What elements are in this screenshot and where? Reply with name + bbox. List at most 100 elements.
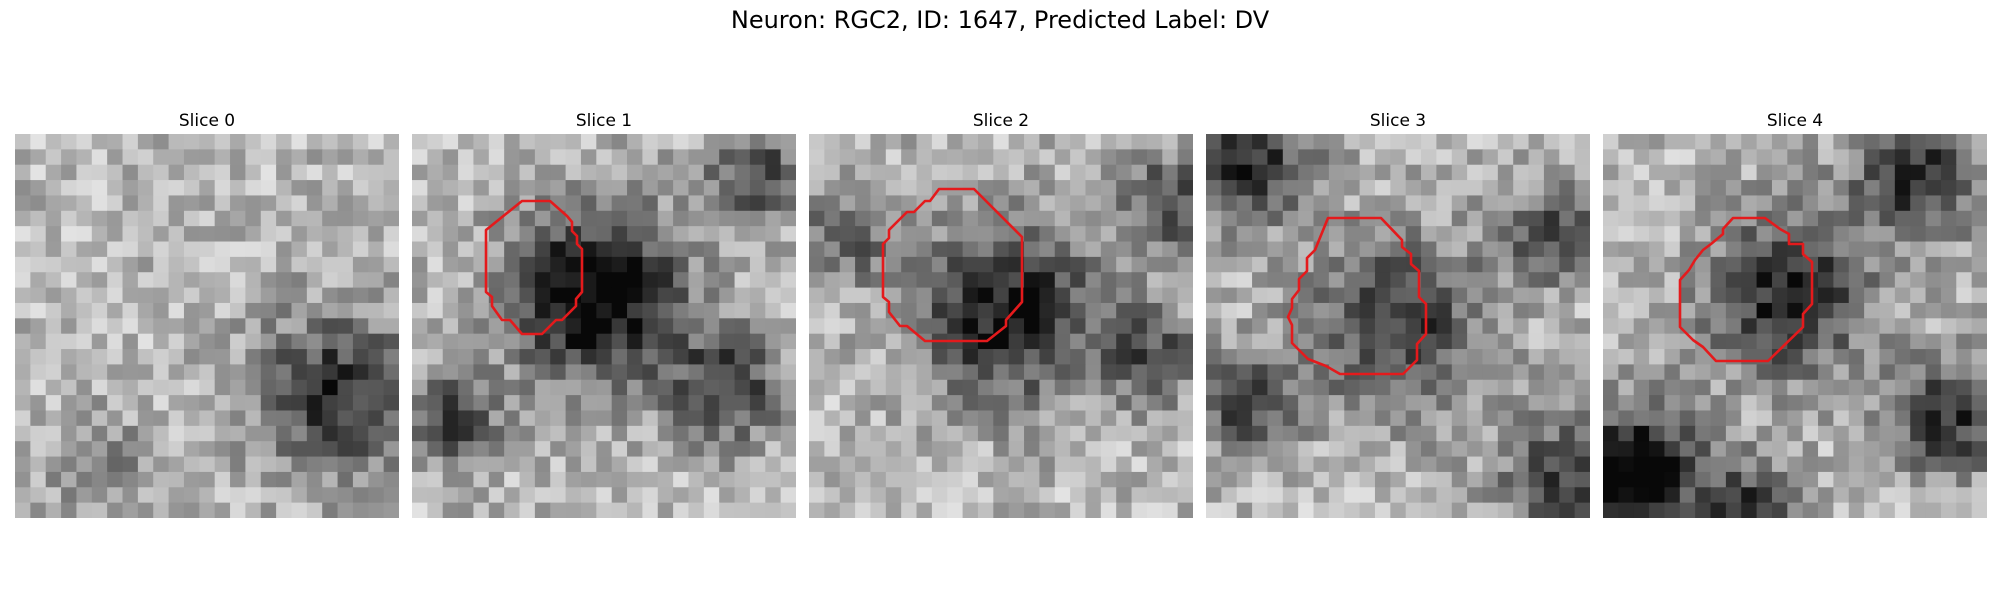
image-pixel bbox=[1298, 287, 1315, 304]
image-pixel bbox=[901, 180, 918, 197]
image-pixel bbox=[809, 164, 825, 181]
image-pixel bbox=[977, 410, 994, 427]
image-pixel bbox=[1679, 287, 1696, 304]
image-pixel bbox=[1603, 410, 1619, 427]
image-pixel bbox=[1833, 333, 1850, 350]
image-pixel bbox=[1298, 395, 1315, 412]
image-pixel bbox=[30, 149, 47, 166]
image-pixel bbox=[1664, 149, 1681, 166]
image-pixel bbox=[673, 333, 690, 350]
image-pixel bbox=[1374, 395, 1391, 412]
image-pixel bbox=[458, 471, 475, 488]
image-pixel bbox=[183, 318, 200, 335]
image-pixel bbox=[458, 134, 475, 150]
image-pixel bbox=[1603, 134, 1619, 150]
image-pixel bbox=[1451, 287, 1468, 304]
image-pixel bbox=[230, 349, 246, 365]
image-pixel bbox=[1695, 134, 1712, 150]
image-pixel bbox=[1162, 441, 1179, 458]
image-pixel bbox=[168, 364, 185, 381]
image-pixel bbox=[1603, 487, 1619, 504]
image-pixel bbox=[1236, 226, 1253, 243]
image-pixel bbox=[839, 149, 856, 166]
image-pixel bbox=[1267, 164, 1284, 181]
image-pixel bbox=[1818, 302, 1834, 319]
image-pixel bbox=[1405, 395, 1422, 412]
slice-title: Slice 3 bbox=[1369, 111, 1427, 131]
image-pixel bbox=[1603, 379, 1619, 396]
image-pixel bbox=[1436, 395, 1453, 412]
image-pixel bbox=[137, 349, 154, 365]
image-pixel bbox=[611, 149, 628, 166]
image-pixel bbox=[61, 195, 78, 212]
image-pixel bbox=[488, 425, 505, 442]
image-pixel bbox=[962, 164, 979, 181]
image-pixel bbox=[1925, 180, 1942, 197]
image-pixel bbox=[260, 333, 277, 350]
image-pixel bbox=[1436, 410, 1453, 427]
image-pixel bbox=[199, 256, 216, 273]
image-pixel bbox=[1633, 487, 1650, 504]
image-pixel bbox=[1894, 241, 1911, 258]
image-pixel bbox=[1405, 425, 1422, 442]
image-pixel bbox=[1771, 364, 1788, 381]
image-pixel bbox=[30, 395, 47, 412]
image-pixel bbox=[412, 410, 428, 427]
image-pixel bbox=[199, 333, 216, 350]
image-pixel bbox=[1833, 287, 1850, 304]
image-pixel bbox=[122, 379, 139, 396]
image-pixel bbox=[1374, 487, 1391, 504]
image-pixel bbox=[291, 395, 308, 412]
image-pixel bbox=[1313, 425, 1330, 442]
image-pixel bbox=[1956, 349, 1973, 365]
image-pixel bbox=[1267, 425, 1284, 442]
image-pixel bbox=[337, 195, 354, 212]
image-pixel bbox=[1236, 287, 1253, 304]
image-pixel bbox=[1710, 272, 1727, 289]
image-pixel bbox=[1054, 471, 1071, 488]
image-pixel bbox=[839, 134, 856, 150]
image-pixel bbox=[1940, 226, 1957, 243]
image-pixel bbox=[30, 210, 47, 227]
image-pixel bbox=[352, 471, 369, 488]
image-pixel bbox=[1633, 302, 1650, 319]
image-pixel bbox=[1710, 302, 1727, 319]
image-pixel bbox=[1618, 333, 1635, 350]
image-pixel bbox=[1390, 502, 1407, 518]
image-pixel bbox=[824, 272, 841, 289]
image-pixel bbox=[734, 441, 751, 458]
image-pixel bbox=[1818, 226, 1834, 243]
image-pixel bbox=[734, 364, 751, 381]
image-pixel bbox=[809, 149, 825, 166]
image-pixel bbox=[1848, 180, 1865, 197]
image-pixel bbox=[596, 256, 613, 273]
image-pixel bbox=[1344, 441, 1361, 458]
image-pixel bbox=[168, 456, 185, 473]
image-pixel bbox=[1359, 302, 1376, 319]
image-pixel bbox=[703, 318, 720, 335]
image-pixel bbox=[122, 410, 139, 427]
image-pixel bbox=[199, 471, 216, 488]
image-pixel bbox=[855, 195, 872, 212]
image-pixel bbox=[1756, 149, 1773, 166]
image-pixel bbox=[1162, 210, 1179, 227]
image-pixel bbox=[1131, 379, 1148, 396]
image-pixel bbox=[1771, 410, 1788, 427]
image-pixel bbox=[1664, 180, 1681, 197]
image-pixel bbox=[1725, 241, 1742, 258]
image-pixel bbox=[1725, 195, 1742, 212]
image-pixel bbox=[442, 180, 459, 197]
image-pixel bbox=[1024, 210, 1040, 227]
image-pixel bbox=[368, 441, 385, 458]
image-pixel bbox=[1177, 456, 1193, 473]
image-pixel bbox=[962, 241, 979, 258]
image-pixel bbox=[1206, 134, 1222, 150]
image-pixel bbox=[1328, 287, 1345, 304]
image-pixel bbox=[1116, 502, 1133, 518]
image-pixel bbox=[1771, 287, 1788, 304]
image-pixel bbox=[1221, 456, 1238, 473]
image-pixel bbox=[322, 425, 339, 442]
image-pixel bbox=[839, 379, 856, 396]
image-pixel bbox=[1787, 134, 1804, 150]
image-pixel bbox=[1039, 256, 1056, 273]
